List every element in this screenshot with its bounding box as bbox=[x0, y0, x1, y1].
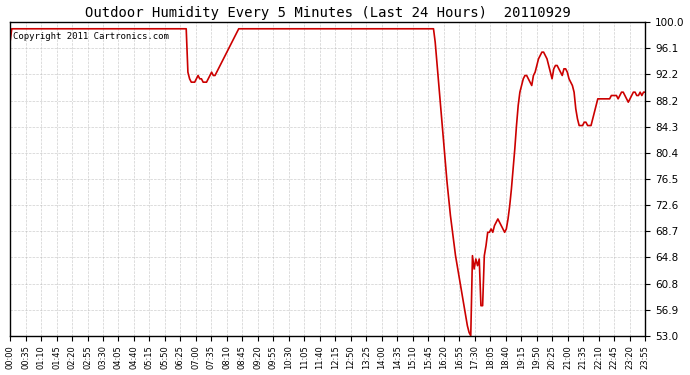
Text: Copyright 2011 Cartronics.com: Copyright 2011 Cartronics.com bbox=[13, 32, 169, 40]
Title: Outdoor Humidity Every 5 Minutes (Last 24 Hours)  20110929: Outdoor Humidity Every 5 Minutes (Last 2… bbox=[85, 6, 571, 20]
